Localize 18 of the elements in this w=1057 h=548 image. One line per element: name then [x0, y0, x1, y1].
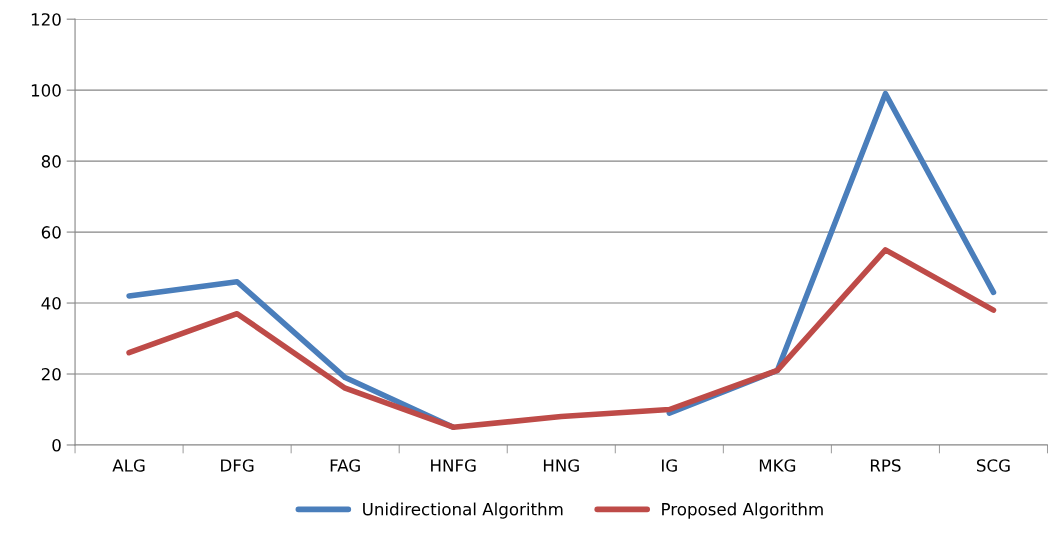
x-tick-label: ALG — [112, 459, 145, 472]
y-tick-label: 0 — [52, 438, 61, 452]
y-tick-label: 20 — [41, 367, 61, 381]
x-tick-label: IG — [662, 459, 677, 472]
y-tick-label: 60 — [41, 226, 61, 239]
x-tick-label: FAG — [330, 459, 360, 472]
x-tick-label: MKG — [759, 459, 796, 472]
y-tick-label: 120 — [31, 13, 61, 26]
x-tick-label: DFG — [221, 459, 254, 472]
legend-label: Unidirectional Algorithm — [363, 502, 563, 519]
x-tick-label: HNFG — [431, 459, 476, 472]
x-tick-label: SCG — [977, 459, 1010, 472]
x-tick-label: RPS — [870, 459, 901, 472]
legend-label: Proposed Algorithm — [662, 502, 823, 519]
x-tick-label: HNG — [543, 459, 579, 472]
y-tick-label: 80 — [41, 155, 61, 168]
y-tick-label: 40 — [41, 297, 61, 310]
y-tick-label: 100 — [31, 84, 61, 97]
